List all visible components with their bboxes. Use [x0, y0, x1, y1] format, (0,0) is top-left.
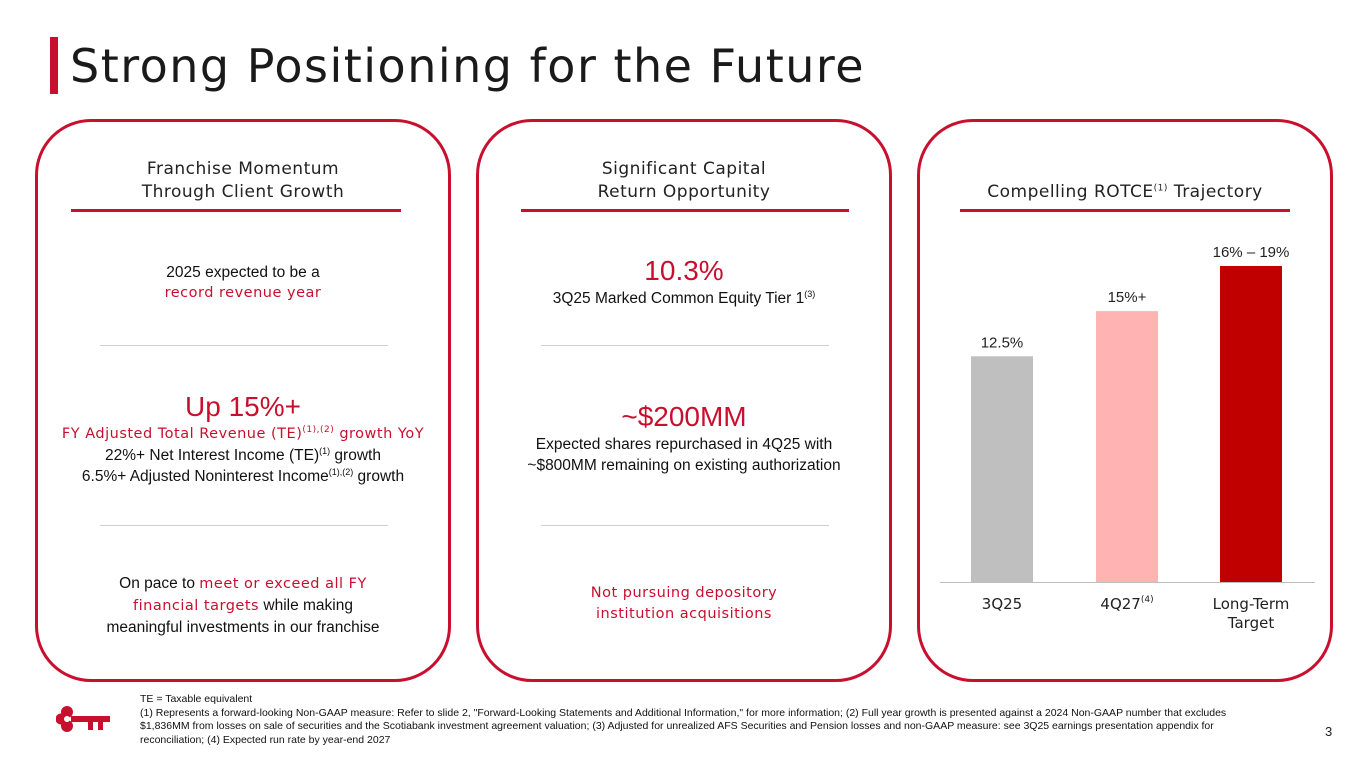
heading-rule [521, 209, 849, 212]
footnote-text: (1) Represents a forward-looking Non-GAA… [140, 706, 1227, 746]
text-line: meaningful investments in our franchise [106, 619, 380, 636]
bar-1 [971, 356, 1033, 582]
record-revenue-block: 2025 expected to be a record revenue yea… [38, 262, 448, 304]
chart-title: Compelling ROTCE(1) Trajectory [987, 182, 1263, 202]
data-label-2: 15%+ [1108, 289, 1147, 306]
page-title: Strong Positioning for the Future [70, 39, 866, 93]
x-tick-label-3: Long-Term Target [1213, 595, 1290, 632]
heading-line: Significant Capital [601, 159, 767, 179]
divider [541, 525, 829, 526]
bar-2 [1096, 311, 1158, 582]
repurchase-block: ~$200MM Expected shares repurchased in 4… [479, 400, 889, 476]
text-line: Expected shares repurchased in 4Q25 with [535, 436, 833, 453]
heading-line: Franchise Momentum [146, 159, 340, 179]
panel-capital-return: Significant Capital Return Opportunity 1… [476, 119, 892, 682]
divider [541, 345, 829, 346]
heading-rule [960, 209, 1290, 212]
headline-value: ~$200MM [621, 401, 747, 432]
highlight-text: FY Adjusted Total Revenue (TE)(1),(2) gr… [61, 425, 425, 442]
text-line: 2025 expected to be a [166, 264, 320, 281]
page-number: 3 [1325, 724, 1333, 739]
panel-rotce-trajectory: Compelling ROTCE(1) Trajectory 12.5% 15%+… [917, 119, 1333, 682]
text-line: financial targets while making [133, 597, 353, 614]
highlight-text: Not pursuing depository [590, 585, 778, 601]
cet1-block: 10.3% 3Q25 Marked Common Equity Tier 1(3… [479, 254, 889, 309]
text-line: ~$800MM remaining on existing authorizat… [527, 457, 841, 474]
revenue-growth-block: Up 15%+ FY Adjusted Total Revenue (TE)(1… [38, 390, 448, 487]
acquisitions-block: Not pursuing depository institution acqu… [479, 583, 889, 625]
rotce-bar-chart: 12.5% 15%+ 16% – 19% 3Q25 4Q27(4) Long-Term Ta… [940, 244, 1315, 632]
panel-franchise-momentum: Franchise Momentum Through Client Growth… [35, 119, 451, 682]
footnotes: TE = Taxable equivalent (1) Represents a… [140, 693, 1255, 747]
panel-heading: Significant Capital Return Opportunity [479, 158, 889, 204]
x-tick-label-2: 4Q27(4) [1100, 595, 1153, 613]
divider [100, 525, 388, 526]
text-line: 22%+ Net Interest Income (TE)(1) growth [105, 445, 381, 464]
highlight-text: record revenue year [164, 285, 322, 301]
key-logo-icon [56, 706, 110, 732]
heading-rule [71, 209, 401, 212]
financial-targets-block: On pace to meet or exceed all FY financi… [38, 573, 448, 638]
footnote-line: TE = Taxable equivalent [140, 693, 253, 705]
title-accent-bar [50, 37, 58, 94]
text-line: On pace to meet or exceed all FY [119, 575, 367, 592]
divider [100, 345, 388, 346]
heading-line: Through Client Growth [141, 182, 345, 202]
highlight-text: institution acquisitions [596, 606, 772, 622]
headline-value: Up 15%+ [185, 391, 301, 422]
bar-3 [1220, 266, 1282, 582]
heading-line: Return Opportunity [597, 182, 771, 202]
panel-heading: Franchise Momentum Through Client Growth [38, 158, 448, 204]
headline-value: 10.3% [644, 255, 724, 286]
x-tick-label-1: 3Q25 [982, 595, 1022, 613]
text-line: 3Q25 Marked Common Equity Tier 1(3) [552, 288, 816, 307]
data-label-1: 12.5% [981, 334, 1024, 351]
text-line: 6.5%+ Adjusted Noninterest Income(1),(2)… [81, 466, 405, 485]
data-label-3: 16% – 19% [1213, 244, 1290, 261]
